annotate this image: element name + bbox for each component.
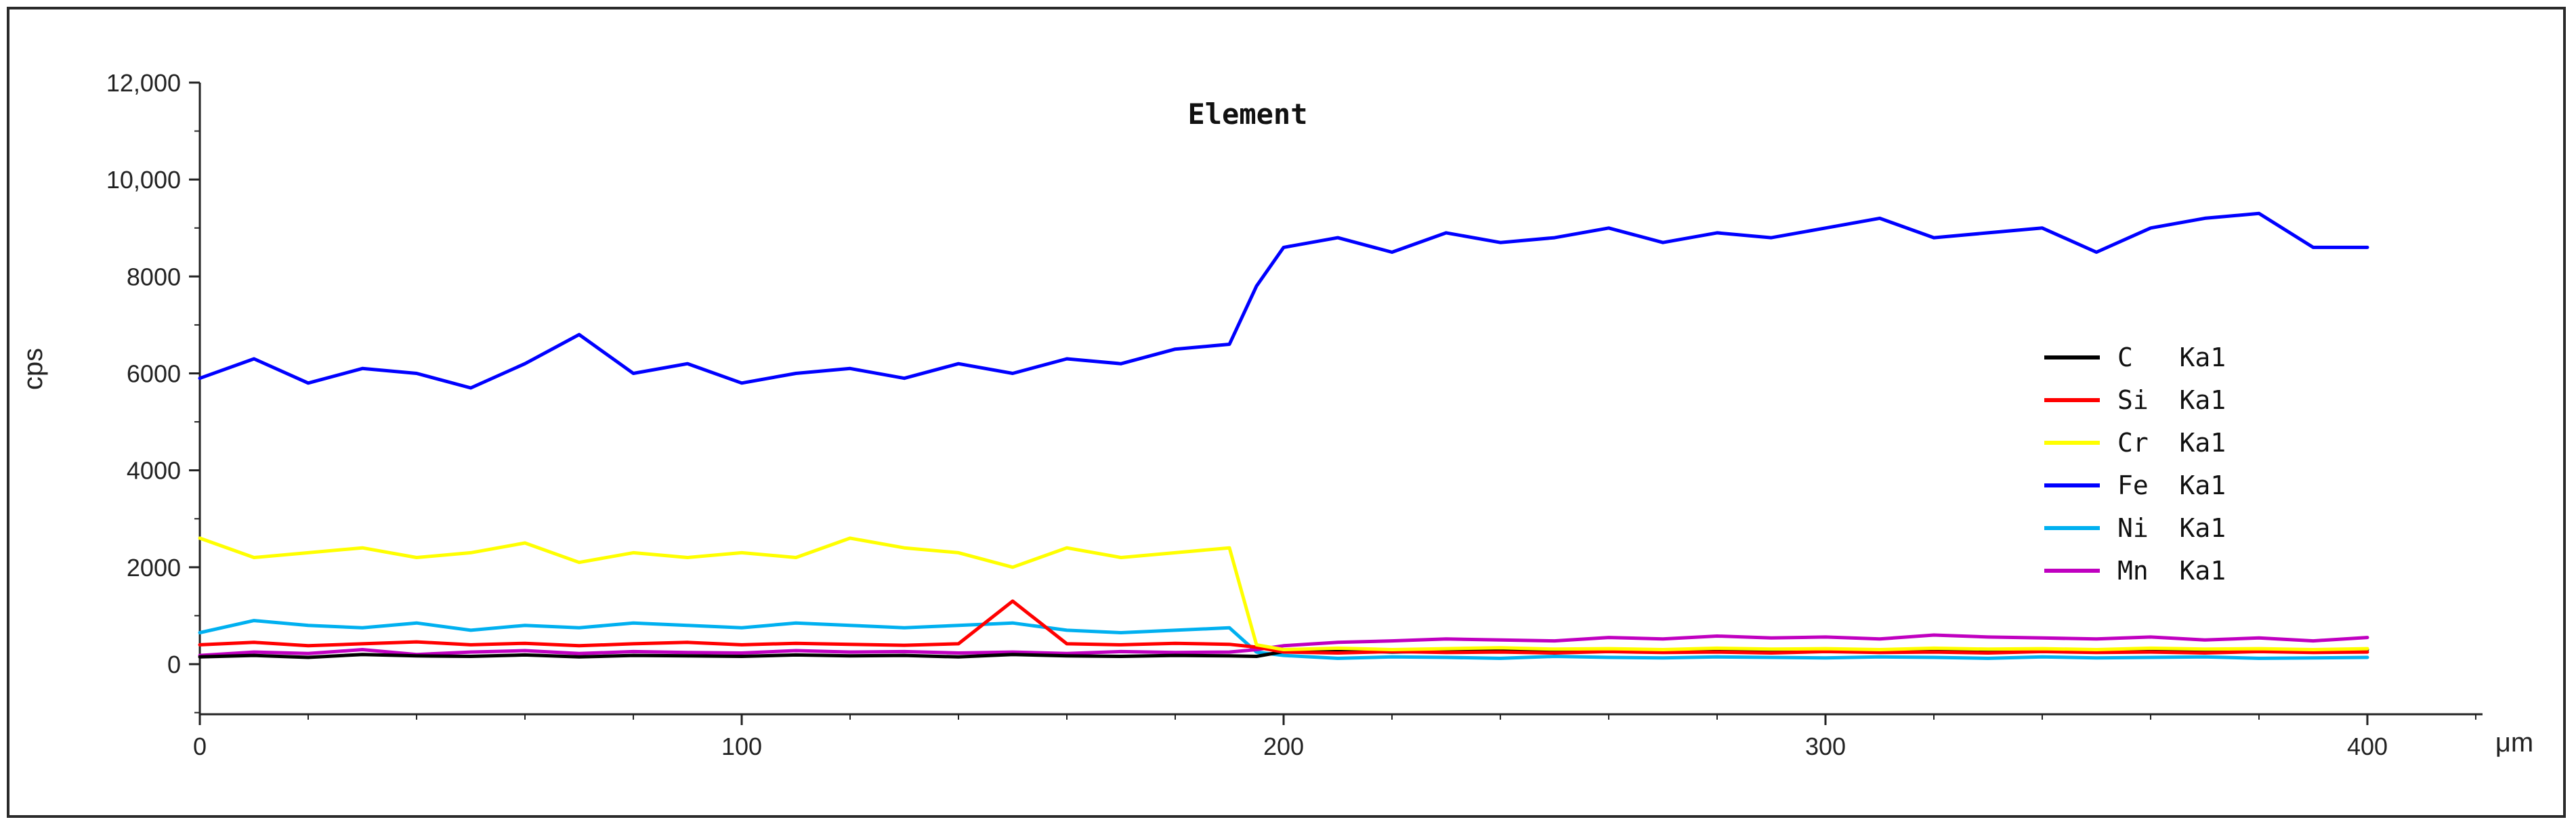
series-line-2: [198, 536, 2369, 651]
x-tick-label: 400: [2347, 733, 2388, 760]
chart-title: Element: [1187, 97, 1307, 131]
legend-label: C Ka1: [2117, 343, 2226, 372]
series-line-1: [198, 599, 2369, 655]
legend-label: Ni Ka1: [2117, 513, 2226, 543]
axes: 0 2000 4000 6000 8000 10,000 12,000 0 100 200 300 4…: [106, 69, 2483, 760]
y-tick-label: 0: [167, 651, 181, 678]
x-tick-label: 200: [1263, 733, 1304, 760]
legend-label: Fe Ka1: [2117, 471, 2226, 500]
y-tick-label: 10,000: [106, 166, 181, 194]
x-tick-label: 0: [193, 733, 207, 760]
x-tick-label: 300: [1805, 733, 1846, 760]
y-axis-title: cps: [18, 348, 48, 390]
y-tick-label: 4000: [127, 457, 181, 485]
series-line-3: [198, 211, 2369, 390]
series-layer: [198, 211, 2369, 660]
y-tick-label: 12,000: [106, 69, 181, 97]
legend-label: Cr Ka1: [2117, 428, 2226, 458]
y-tick-label: 8000: [127, 263, 181, 290]
y-tick-label: 6000: [127, 360, 181, 388]
y-tick-label: 2000: [127, 554, 181, 582]
chart-frame: [7, 7, 2566, 818]
x-tick-label: 100: [721, 733, 762, 760]
legend-label: Si Ka1: [2117, 385, 2226, 415]
legend: C Ka1 Si Ka1 Cr Ka1 Fe Ka1 Ni Ka1 Mn Ka1: [2044, 343, 2226, 586]
x-axis-title: μm: [2495, 728, 2533, 758]
legend-label: Mn Ka1: [2117, 556, 2226, 586]
